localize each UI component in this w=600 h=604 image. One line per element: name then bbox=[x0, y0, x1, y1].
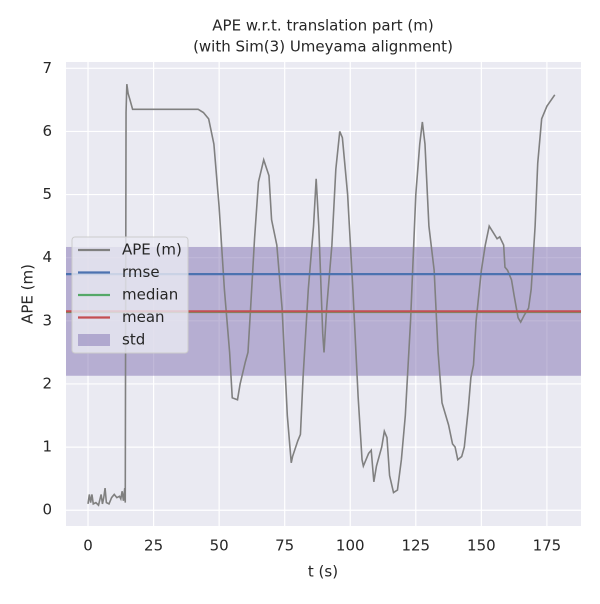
legend-label: APE (m) bbox=[122, 241, 182, 259]
y-tick-label: 3 bbox=[42, 311, 52, 329]
chart-subtitle: (with Sim(3) Umeyama alignment) bbox=[193, 38, 453, 56]
x-tick-label: 50 bbox=[210, 537, 229, 555]
x-tick-label: 125 bbox=[401, 537, 430, 555]
x-tick-label: 175 bbox=[533, 537, 562, 555]
y-tick-label: 7 bbox=[42, 59, 52, 77]
x-tick-label: 75 bbox=[275, 537, 294, 555]
legend-label: median bbox=[122, 286, 178, 304]
x-tick-label: 100 bbox=[336, 537, 365, 555]
y-tick-label: 4 bbox=[42, 248, 52, 266]
chart-title: APE w.r.t. translation part (m) bbox=[212, 17, 433, 35]
x-axis-label: t (s) bbox=[308, 563, 338, 581]
legend-label: rmse bbox=[122, 263, 160, 281]
x-tick-label: 25 bbox=[144, 537, 163, 555]
x-tick-label: 0 bbox=[83, 537, 93, 555]
x-tick-label: 150 bbox=[467, 537, 496, 555]
legend-label: mean bbox=[122, 308, 165, 326]
y-tick-label: 1 bbox=[42, 438, 52, 456]
legend-patch bbox=[78, 334, 110, 346]
legend-label: std bbox=[122, 331, 145, 349]
y-tick-label: 0 bbox=[42, 501, 52, 519]
legend-box bbox=[71, 236, 189, 354]
y-tick-label: 2 bbox=[42, 374, 52, 392]
y-tick-label: 5 bbox=[42, 185, 52, 203]
y-tick-label: 6 bbox=[42, 122, 52, 140]
y-axis-label: APE (m) bbox=[19, 264, 37, 324]
ape-line bbox=[87, 83, 556, 507]
